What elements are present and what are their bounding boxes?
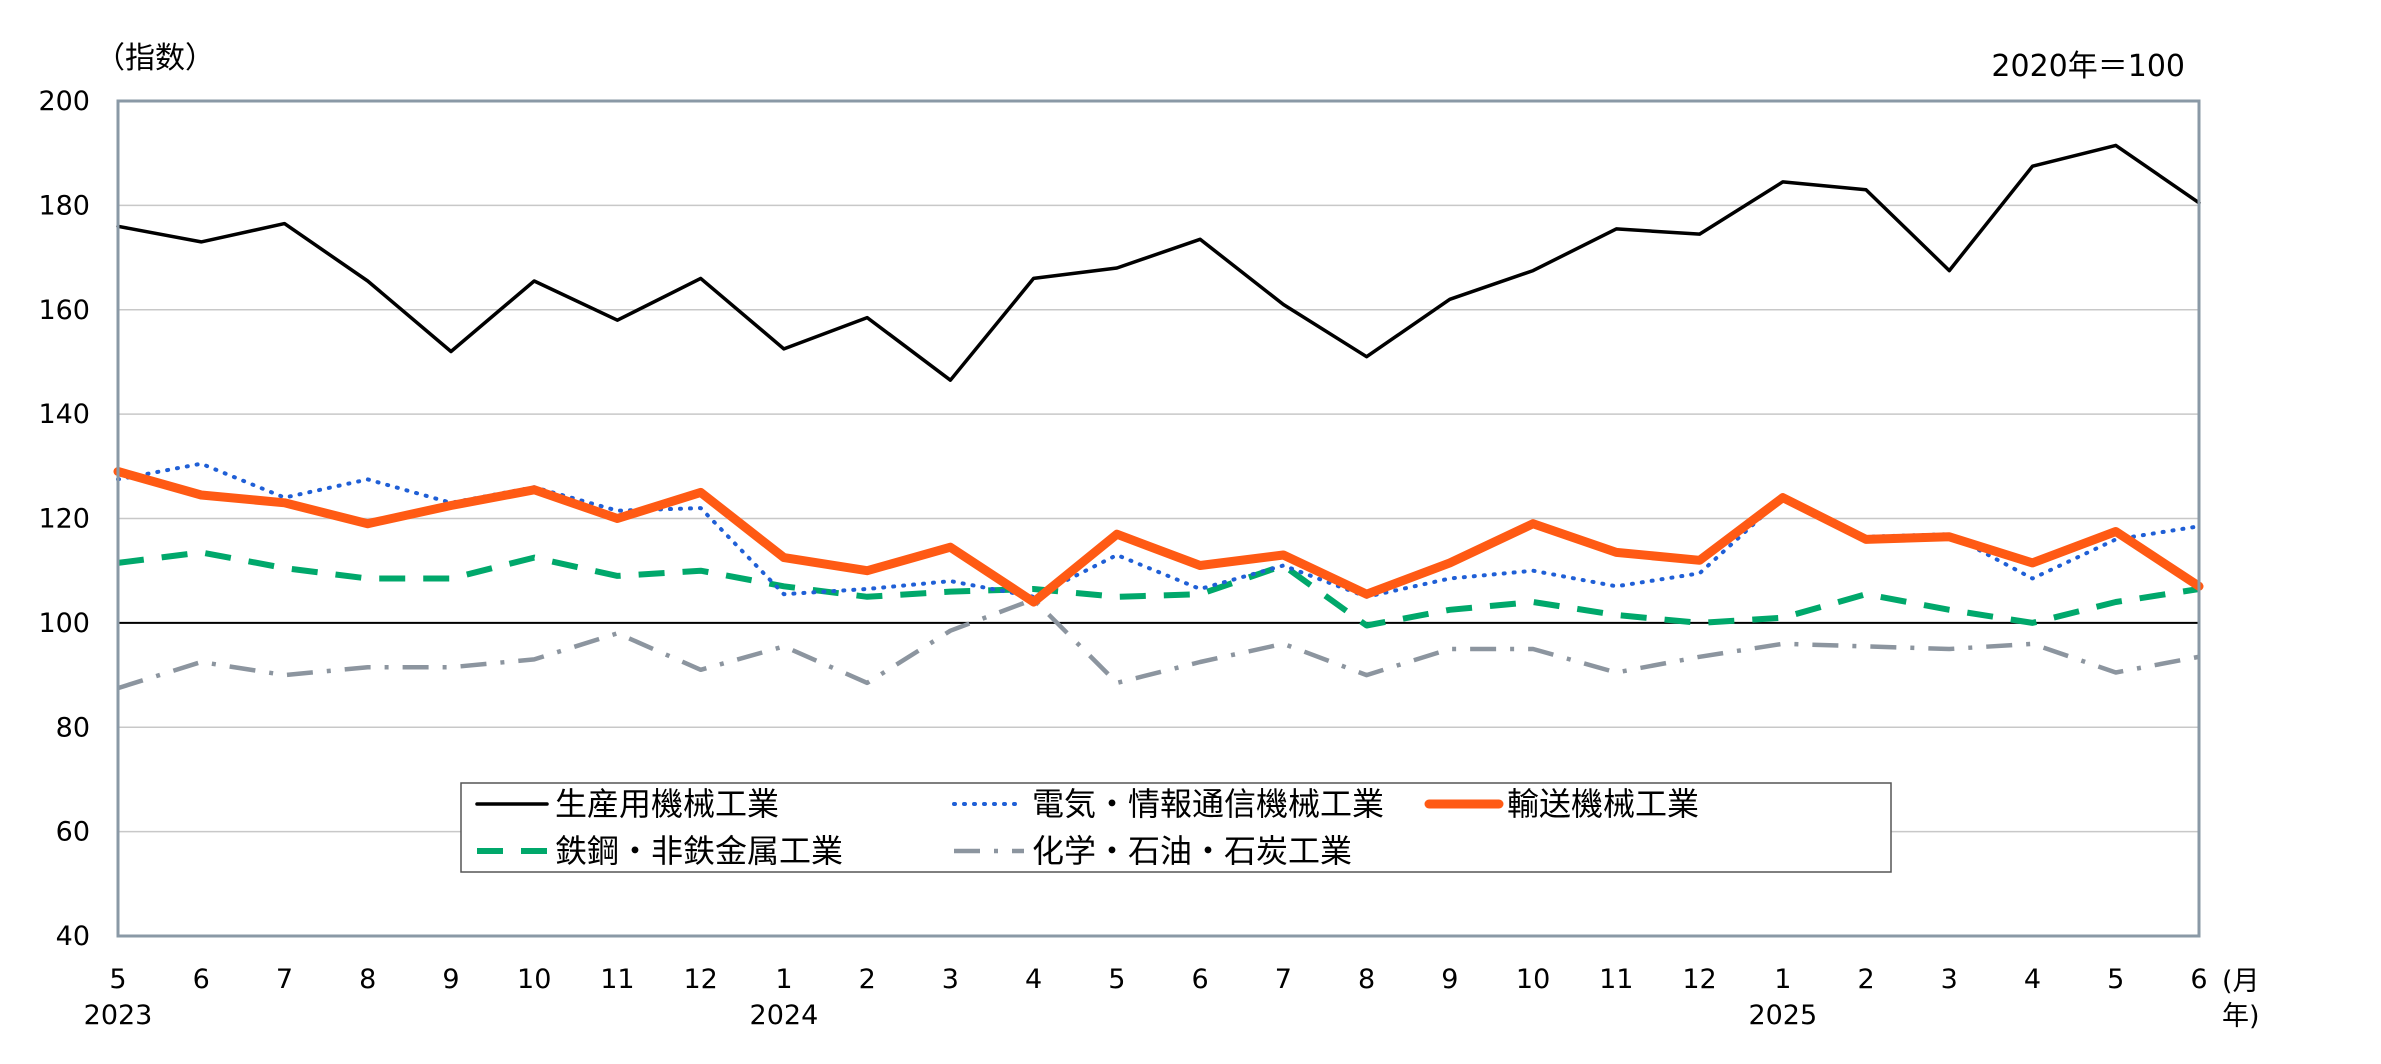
series-line-0 bbox=[116, 143, 2201, 382]
y-axis-ticks: 40 60 80 100 120 140 160 180 200 bbox=[38, 86, 90, 952]
x-year-label: 2025 bbox=[1748, 1000, 1817, 1031]
gridlines bbox=[118, 204, 2199, 833]
x-tick-label: 9 bbox=[1441, 964, 1458, 995]
x-tick-label: 11 bbox=[1599, 964, 1633, 995]
y-tick-label: 80 bbox=[56, 712, 90, 743]
x-tick-label: 1 bbox=[1774, 964, 1791, 995]
x-tick-label: 7 bbox=[276, 964, 293, 995]
x-tick-label: 3 bbox=[942, 964, 959, 995]
x-tick-label: 4 bbox=[1025, 964, 1042, 995]
y-tick-label: 120 bbox=[38, 504, 90, 535]
x-tick-label: 2 bbox=[859, 964, 876, 995]
series-line-3 bbox=[117, 549, 2200, 629]
y-axis-unit-label: （指数） bbox=[95, 41, 215, 76]
x-tick-label: 10 bbox=[1516, 964, 1550, 995]
x-tick-label: 1 bbox=[775, 964, 792, 995]
x-axis-unit-month: (月 bbox=[2222, 966, 2260, 997]
series-line-4 bbox=[117, 597, 2200, 691]
y-tick-label: 180 bbox=[38, 190, 90, 221]
x-axis-unit-year: 年) bbox=[2222, 1001, 2260, 1032]
x-tick-label: 10 bbox=[517, 964, 551, 995]
x-tick-label: 6 bbox=[2190, 964, 2207, 995]
x-tick-label: 2 bbox=[1857, 964, 1874, 995]
legend-label: 輸送機械工業 bbox=[1507, 785, 1699, 823]
base-year-note: 2020年＝100 bbox=[1991, 49, 2185, 84]
x-year-label: 2023 bbox=[84, 1000, 153, 1031]
y-tick-label: 200 bbox=[38, 86, 90, 117]
plot-area-frame bbox=[116, 99, 2201, 938]
legend-label: 鉄鋼・非鉄金属工業 bbox=[555, 832, 843, 870]
x-tick-label: 7 bbox=[1275, 964, 1292, 995]
y-tick-label: 160 bbox=[38, 295, 90, 326]
x-tick-label: 8 bbox=[1358, 964, 1375, 995]
x-tick-label: 5 bbox=[1108, 964, 1125, 995]
x-tick-label: 6 bbox=[193, 964, 210, 995]
x-tick-label: 5 bbox=[109, 964, 126, 995]
series-layer bbox=[113, 143, 2204, 691]
y-tick-label: 100 bbox=[38, 608, 90, 639]
x-tick-label: 4 bbox=[2024, 964, 2041, 995]
x-year-label: 2024 bbox=[750, 1000, 819, 1031]
y-tick-label: 140 bbox=[38, 399, 90, 430]
x-axis-ticks: 5 6 7 8 9 10 11 12 1 2 3 4 5 6 7 8 9 10 11 12 1 2 3 4 5 6 bbox=[109, 964, 2207, 995]
legend-label: 化学・石油・石炭工業 bbox=[1032, 832, 1352, 870]
x-tick-label: 9 bbox=[442, 964, 459, 995]
legend-box bbox=[460, 782, 1892, 873]
x-tick-label: 11 bbox=[600, 964, 634, 995]
legend-label: 電気・情報通信機械工業 bbox=[1032, 785, 1384, 823]
y-tick-label: 60 bbox=[56, 817, 90, 848]
x-tick-label: 3 bbox=[1941, 964, 1958, 995]
x-tick-label: 12 bbox=[684, 964, 718, 995]
x-tick-label: 5 bbox=[2107, 964, 2124, 995]
y-tick-label: 40 bbox=[56, 921, 90, 952]
x-axis-year-labels: 2023 2024 2025 bbox=[84, 1000, 1818, 1031]
x-tick-label: 8 bbox=[359, 964, 376, 995]
series-line-2 bbox=[113, 467, 2204, 607]
x-tick-label: 12 bbox=[1682, 964, 1716, 995]
x-tick-label: 6 bbox=[1192, 964, 1209, 995]
legend-label: 生産用機械工業 bbox=[555, 785, 779, 823]
